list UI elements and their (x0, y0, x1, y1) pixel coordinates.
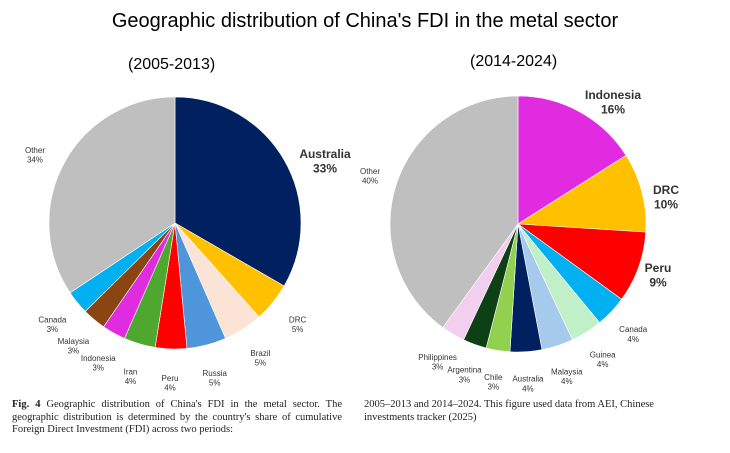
slice-label-name: DRC (653, 183, 679, 197)
slice-label-name: Iran (124, 368, 138, 377)
slice-label-name: Canada (619, 325, 648, 334)
caption-right-text: 2005–2013 and 2014–2024. This figure use… (364, 399, 654, 423)
caption-right: 2005–2013 and 2014–2024. This figure use… (364, 399, 704, 424)
left-pie: Australia 33%DRC 5%Brazil 5%Russia 5%Peru 4%I… (25, 96, 351, 393)
slice-label-value: 33% (313, 161, 337, 175)
slice-label-value: 9% (649, 275, 667, 289)
fig-label: Fig. 4 (12, 399, 41, 410)
slice-label-philippines: Philippines 3% (418, 353, 457, 372)
slice-label-value: 5% (209, 379, 221, 388)
pie-slice-other (389, 95, 519, 328)
slice-label-value: 16% (601, 102, 625, 116)
slice-label-iran: Iran 4% (124, 368, 138, 387)
slice-label-name: Guinea (590, 350, 616, 359)
caption-left: Fig. 4 Geographic distribution of China'… (12, 399, 342, 437)
slice-label-value: 3% (68, 347, 80, 356)
slice-label-name: Canada (38, 316, 67, 325)
slice-label-name: Chile (484, 373, 503, 382)
slice-label-name: Argentina (447, 366, 482, 375)
caption-left-text: Geographic distribution of China's FDI i… (12, 399, 342, 435)
pie-slice-drc (517, 154, 647, 233)
slice-label-value: 4% (597, 360, 609, 369)
slice-label-value: 3% (432, 363, 444, 372)
slice-label-australia: Australia 4% (512, 375, 544, 394)
slice-label-name: Indonesia (81, 354, 116, 363)
slice-label-australia: Australia 33% (299, 147, 351, 175)
slice-label-value: 3% (459, 375, 471, 384)
slice-label-name: Australia (299, 147, 351, 161)
slice-label-name: Malaysia (551, 367, 583, 376)
slice-label-drc: DRC 5% (289, 316, 307, 335)
slice-label-value: 4% (125, 377, 137, 386)
slice-label-argentina: Argentina 3% (447, 366, 482, 385)
slice-label-canada: Canada 3% (38, 316, 67, 335)
pie-slice-australia (174, 96, 302, 287)
slice-label-value: 5% (255, 359, 267, 368)
slice-label-value: 4% (164, 384, 176, 393)
slice-label-name: Malaysia (58, 337, 90, 346)
slice-label-guinea: Guinea 4% (590, 350, 616, 369)
chart-title: Geographic distribution of China's FDI i… (111, 10, 619, 32)
slice-label-value: 40% (362, 177, 378, 186)
slice-label-peru: Peru 4% (162, 374, 179, 393)
pie-slice-other (48, 96, 176, 294)
slice-label-value: 4% (522, 384, 534, 393)
slice-label-name: Indonesia (585, 88, 641, 102)
slice-label-canada: Canada 4% (619, 325, 648, 344)
pie-slice-indonesia (517, 95, 627, 225)
slice-label-name: Other (360, 167, 380, 176)
slice-label-value: 4% (561, 377, 573, 386)
slice-label-russia: Russia 5% (202, 369, 227, 388)
slice-label-value: 5% (292, 325, 304, 334)
slice-label-name: Peru (162, 374, 179, 383)
slice-label-brazil: Brazil 5% (250, 349, 270, 368)
right-pie: Indonesia 16%DRC 10%Peru 9%Canada 4%Guinea 4%… (360, 88, 679, 393)
slice-label-malaysia: Malaysia 4% (551, 367, 583, 386)
slice-label-indonesia: Indonesia 16% (585, 88, 641, 116)
right-pie-title: (2014-2024) (470, 53, 558, 70)
slice-label-value: 4% (627, 335, 639, 344)
slice-label-other: Other 40% (360, 167, 380, 186)
slice-label-name: Brazil (250, 349, 270, 358)
slice-label-value: 3% (47, 325, 59, 334)
slice-label-value: 3% (488, 383, 500, 392)
slice-label-value: 34% (27, 156, 43, 165)
slice-label-malaysia: Malaysia 3% (58, 337, 90, 356)
slice-label-name: DRC (289, 316, 307, 325)
slice-label-value: 10% (654, 197, 678, 211)
slice-label-other: Other 34% (25, 146, 45, 165)
slice-label-name: Peru (645, 261, 672, 275)
slice-label-chile: Chile 3% (484, 373, 503, 392)
left-pie-title: (2005-2013) (128, 56, 216, 73)
slice-label-name: Australia (512, 375, 544, 384)
slice-label-peru: Peru 9% (645, 261, 672, 289)
slice-label-name: Other (25, 146, 45, 155)
slice-label-drc: DRC 10% (653, 183, 679, 211)
slice-label-value: 3% (92, 364, 104, 373)
slice-label-name: Russia (202, 369, 227, 378)
slice-label-indonesia: Indonesia 3% (81, 354, 116, 373)
slice-label-name: Philippines (418, 353, 457, 362)
